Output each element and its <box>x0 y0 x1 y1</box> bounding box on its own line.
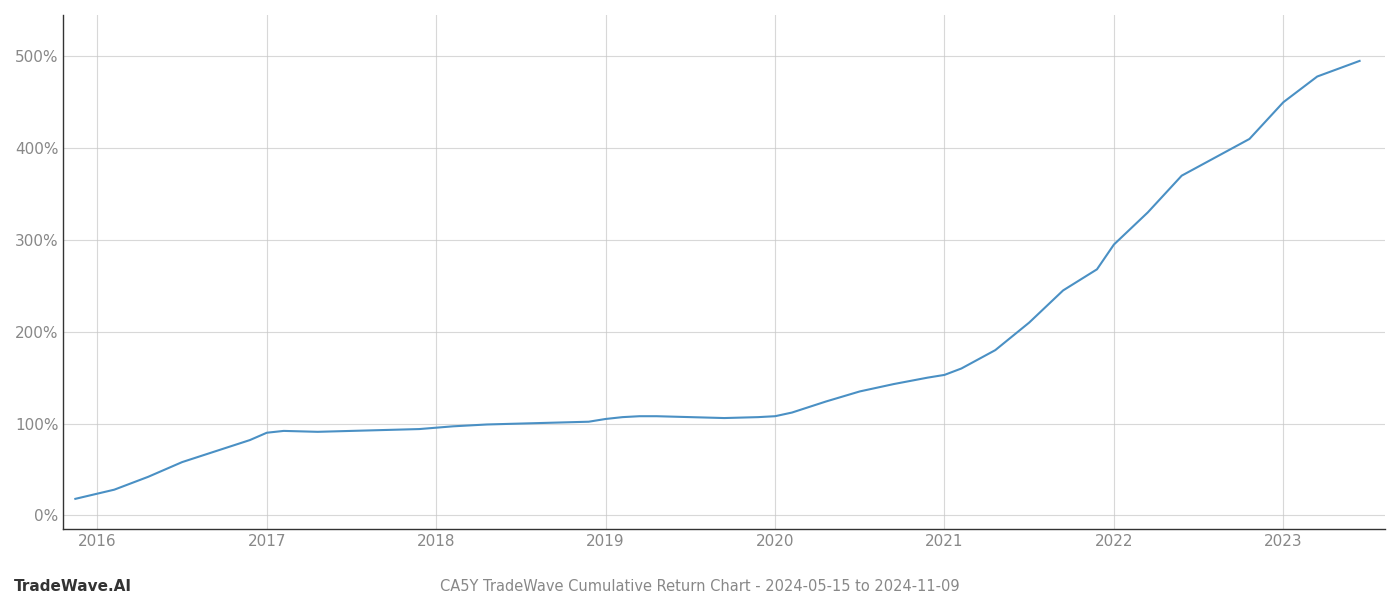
Text: CA5Y TradeWave Cumulative Return Chart - 2024-05-15 to 2024-11-09: CA5Y TradeWave Cumulative Return Chart -… <box>440 579 960 594</box>
Text: TradeWave.AI: TradeWave.AI <box>14 579 132 594</box>
